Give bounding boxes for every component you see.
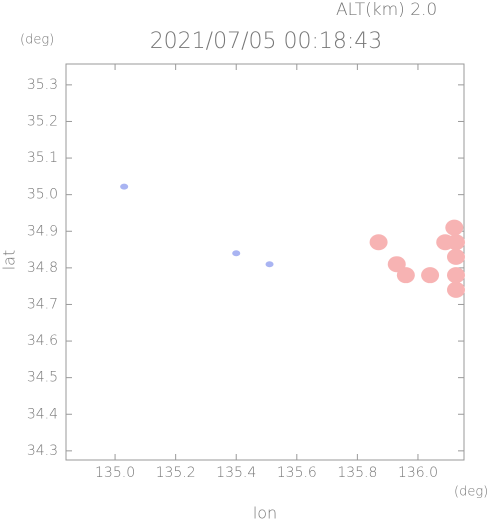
x-unit: (deg) xyxy=(454,485,488,500)
echo-blob xyxy=(447,267,465,284)
altitude-label: ALT(km) 2.0 xyxy=(336,0,437,20)
x-tick-label: 135.0 xyxy=(95,465,135,481)
echo-blob xyxy=(232,250,241,257)
y-tick-label: 34.4 xyxy=(27,406,58,422)
y-tick-label: 34.6 xyxy=(27,333,58,349)
y-tick-label: 34.3 xyxy=(27,443,58,459)
echo-blob xyxy=(265,261,274,268)
plot-frame xyxy=(65,63,465,461)
y-tick-label: 34.9 xyxy=(27,223,58,239)
y-tick-label: 35.3 xyxy=(27,77,58,93)
y-tick-label: 34.7 xyxy=(27,296,58,312)
chart-title: 2021/07/05 00:18:43 xyxy=(150,29,383,54)
echo-blob xyxy=(445,219,464,236)
x-tick-label: 135.2 xyxy=(156,465,196,481)
x-tick-label: 135.6 xyxy=(277,465,317,481)
y-tick-label: 35.1 xyxy=(27,150,58,166)
x-tick-label: 135.4 xyxy=(216,465,256,481)
x-axis-label: lon xyxy=(253,504,277,521)
y-unit: (deg) xyxy=(20,33,54,48)
echo-blob xyxy=(369,234,388,251)
echo-blob xyxy=(421,267,440,284)
x-tick-label: 136.0 xyxy=(398,465,438,481)
y-tick-label: 34.5 xyxy=(27,370,58,386)
echo-blob xyxy=(387,256,406,273)
echo-blob xyxy=(436,234,455,251)
y-tick-label: 35.0 xyxy=(27,187,58,203)
y-tick-label: 34.8 xyxy=(27,260,58,276)
echo-blob xyxy=(447,248,465,265)
y-axis-label: lat xyxy=(0,250,19,271)
x-tick-label: 135.8 xyxy=(337,465,377,481)
echo-blob xyxy=(396,267,415,284)
y-tick-label: 35.2 xyxy=(27,113,58,129)
echo-blob xyxy=(120,183,129,190)
echo-blob xyxy=(447,281,465,298)
